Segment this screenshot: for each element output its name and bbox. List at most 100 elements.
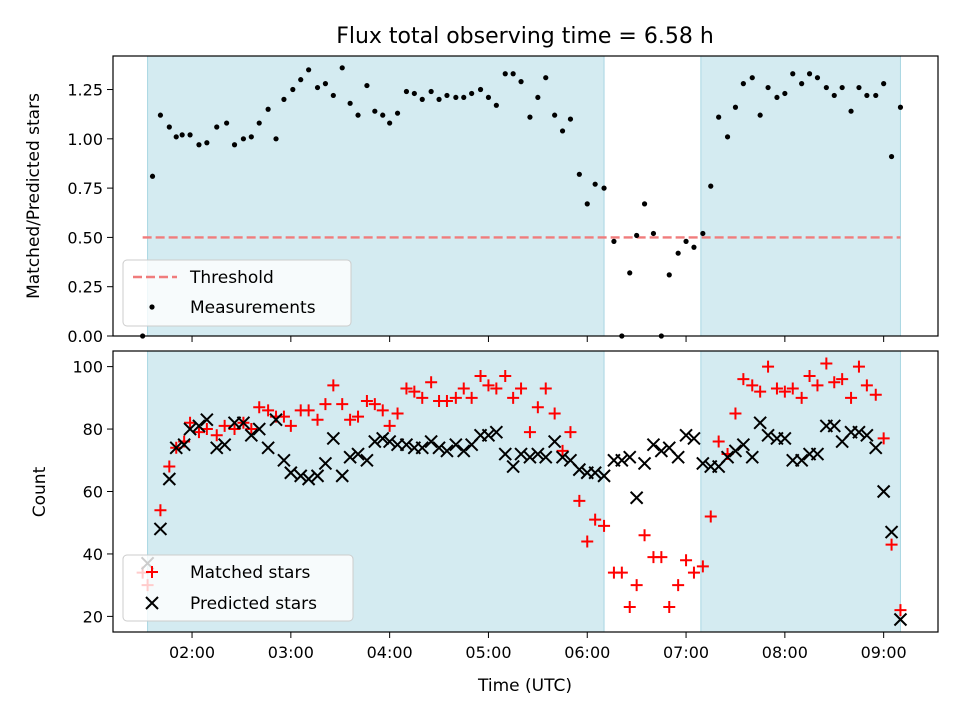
measurement-point (347, 100, 353, 106)
measurement-point (256, 120, 262, 126)
matched-star-point (327, 379, 340, 392)
predicted-star-point (457, 444, 471, 458)
predicted-star-point (720, 450, 735, 464)
matched-star-point (548, 407, 561, 420)
measurement-point (493, 102, 499, 108)
bottom-ylabel: Count (30, 466, 50, 517)
matched-star-point (638, 529, 651, 542)
matched-star-point (465, 391, 478, 404)
measurement-point (683, 238, 689, 244)
measurement-point (265, 106, 271, 112)
predicted-star-point (623, 450, 637, 464)
measurement-point (765, 84, 771, 91)
matched-star-point (630, 579, 643, 592)
matched-star-point (457, 382, 470, 395)
x-tick-label: 05:00 (465, 643, 511, 662)
predicted-star-point (252, 422, 266, 436)
measurement-point (298, 77, 304, 83)
predicted-star-point (860, 428, 874, 443)
matched-star-point (877, 432, 890, 445)
top-ylabel: Matched/Predicted stars (24, 93, 44, 299)
predicted-star-point (376, 431, 390, 446)
matched-star-point (820, 357, 833, 370)
top-legend: Threshold Measurements (122, 259, 352, 327)
matched-star-point (531, 401, 544, 414)
measurement-point (240, 136, 247, 142)
predicted-star-point (539, 450, 553, 464)
predicted-star-point (424, 434, 438, 449)
matched-star-point (344, 413, 357, 426)
predicted-star-point (679, 428, 693, 443)
matched-star-point (319, 398, 332, 411)
matched-star-point (598, 519, 611, 532)
measurement-point (411, 90, 417, 97)
measurement-point (601, 185, 607, 191)
measurement-point (502, 71, 508, 77)
matched-star-point (376, 404, 389, 417)
measurement-point (469, 90, 475, 97)
y-tick-label: 60 (83, 483, 103, 502)
measurement-point (166, 124, 172, 130)
measurement-point (823, 84, 829, 91)
matched-star-point (687, 566, 700, 579)
measurement-point (330, 92, 336, 99)
matched-star-point (408, 385, 421, 398)
predicted-star-point (210, 441, 224, 455)
predicted-star-point (326, 431, 341, 446)
predicted-star-point (745, 450, 759, 464)
predicted-star-point (696, 456, 710, 471)
measurement-point (552, 112, 558, 118)
y-tick-label: 0.25 (67, 278, 103, 297)
matched-star-point (712, 435, 725, 448)
predicted-star-point (869, 441, 883, 455)
measurement-point (157, 112, 164, 118)
matched-star-point (311, 413, 324, 426)
predicted-star-point (200, 412, 214, 427)
y-tick-label: 40 (83, 545, 103, 564)
y-tick-label: 1.25 (67, 81, 103, 100)
matched-star-point (754, 385, 767, 398)
matched-star-point (539, 382, 552, 395)
predicted-star-point (351, 447, 365, 461)
measurement-point (214, 124, 220, 130)
measurement-point (897, 104, 904, 110)
matched-star-point (400, 382, 413, 395)
bottom-legend: Matched stars Predicted stars (122, 554, 354, 622)
predicted-star-point (217, 437, 232, 452)
predicted-star-point (153, 522, 168, 536)
measurement-point (749, 75, 755, 81)
measurement-point (428, 88, 434, 95)
matched-star-point (696, 560, 709, 573)
predicted-star-point (183, 422, 197, 436)
measurement-point (231, 142, 238, 148)
predicted-star-point (284, 466, 298, 480)
measurement-point (675, 250, 681, 256)
predicted-star-point (192, 419, 206, 433)
x-tick-label: 04:00 (367, 643, 413, 662)
measurement-point (248, 134, 254, 140)
matched-star-point (218, 419, 231, 432)
predicted-star-point (876, 484, 891, 499)
predicted-star-point (827, 419, 841, 433)
matched-star-point (860, 379, 873, 392)
matched-star-point (811, 379, 824, 392)
predicted-star-point (432, 441, 446, 455)
measurement-point (839, 84, 845, 91)
measurement-point (518, 79, 524, 85)
predicted-star-point (177, 437, 191, 452)
measurement-point (873, 92, 879, 99)
threshold-legend-label: Threshold (189, 268, 274, 288)
predicted-legend-label: Predicted stars (190, 594, 317, 614)
measurements-legend-swatch (149, 304, 155, 310)
matched-star-point (245, 423, 258, 436)
y-tick-label: 1.00 (67, 130, 103, 149)
measurement-point (724, 134, 731, 140)
measurement-point (576, 171, 582, 177)
x-tick-label: 09:00 (861, 643, 907, 662)
matched-star-point (368, 398, 381, 411)
predicted-star-point (588, 466, 602, 480)
matched-star-point (623, 601, 636, 614)
measurement-point (527, 114, 533, 120)
matched-star-point (490, 382, 503, 395)
matched-star-point (302, 404, 315, 417)
